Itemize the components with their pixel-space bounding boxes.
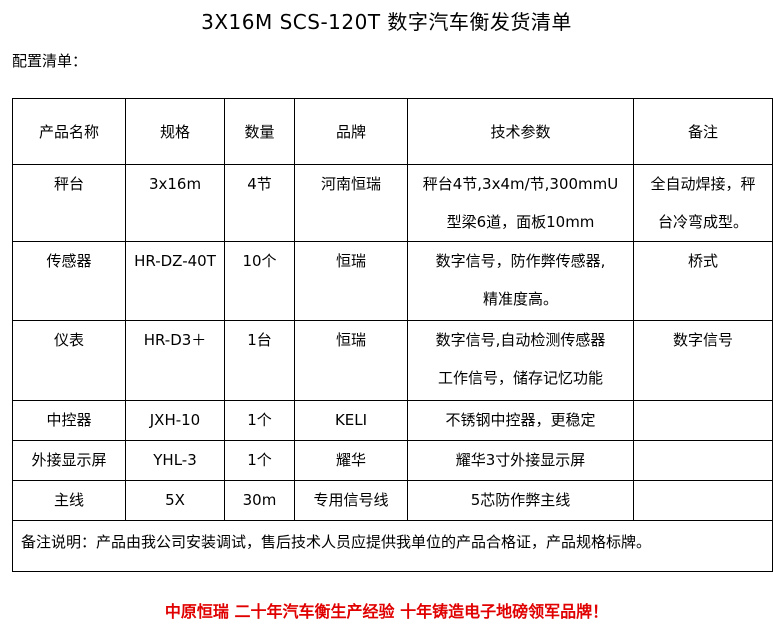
shipping-list-table: 产品名称 规格 数量 品牌 技术参数 备注 秤台 3x16m 4节 河南恒瑞 秤… (12, 98, 773, 572)
params-line: 秤台4节,3x4m/节,300mmU (422, 175, 619, 193)
spec-cell: JXH-10 (125, 400, 225, 441)
table-header-row: 产品名称 规格 数量 品牌 技术参数 备注 (12, 98, 773, 165)
brand-cell: KELI (294, 400, 408, 441)
params-cell: 5芯防作弊主线 (407, 480, 634, 521)
params-cell: 不锈钢中控器，更稳定 (407, 400, 634, 441)
table-row: 外接显示屏 YHL-3 1个 耀华 耀华3寸外接显示屏 (12, 440, 773, 481)
spec-cell: HR-DZ-40T (125, 241, 225, 321)
config-list-label: 配置清单： (12, 52, 88, 70)
qty-cell: 1台 (224, 320, 295, 401)
name-cell: 秤台 (12, 164, 126, 242)
remark-cell: 桥式 (633, 241, 773, 321)
header-cell: 产品名称 (12, 98, 126, 165)
name-cell: 中控器 (12, 400, 126, 441)
spec-cell: 5X (125, 480, 225, 521)
remark-cell (633, 400, 773, 441)
remark-line: 全自动焊接，秤 (650, 175, 756, 193)
remark-cell (633, 440, 773, 481)
header-cell: 品牌 (294, 98, 408, 165)
brand-cell: 河南恒瑞 (294, 164, 408, 242)
table-row: 主线 5X 30m 专用信号线 5芯防作弊主线 (12, 480, 773, 521)
name-cell: 外接显示屏 (12, 440, 126, 481)
spec-cell: HR-D3＋ (125, 320, 225, 401)
spec-cell: 3x16m (125, 164, 225, 242)
name-cell: 主线 (12, 480, 126, 521)
note-text: 备注说明：产品由我公司安装调试，售后技术人员应提供我单位的产品合格证，产品规格标… (12, 520, 773, 572)
table-row: 中控器 JXH-10 1个 KELI 不锈钢中控器，更稳定 (12, 400, 773, 441)
table-row: 秤台 3x16m 4节 河南恒瑞 秤台4节,3x4m/节,300mmU 型梁6道，… (12, 164, 773, 242)
params-line: 型梁6道，面板10mm (446, 213, 595, 231)
name-cell: 传感器 (12, 241, 126, 321)
document-title: 3X16M SCS-120T 数字汽车衡发货清单 (201, 10, 572, 34)
params-line: 数字信号,自动检测传感器 (435, 331, 606, 349)
params-cell: 数字信号，防作弊传感器, 精准度高。 (407, 241, 634, 321)
remark-line: 台冷弯成型。 (657, 213, 748, 231)
params-cell: 耀华3寸外接显示屏 (407, 440, 634, 481)
params-line: 工作信号，储存记忆功能 (437, 369, 603, 387)
header-cell: 备注 (633, 98, 773, 165)
remark-cell: 数字信号 (633, 320, 773, 401)
remark-cell: 全自动焊接，秤 台冷弯成型。 (633, 164, 773, 242)
params-line: 数字信号，防作弊传感器, (435, 252, 606, 270)
brand-cell: 恒瑞 (294, 320, 408, 401)
header-cell: 技术参数 (407, 98, 634, 165)
params-cell: 数字信号,自动检测传感器 工作信号，储存记忆功能 (407, 320, 634, 401)
qty-cell: 4节 (224, 164, 295, 242)
remark-cell (633, 480, 773, 521)
slogan: 中原恒瑞 二十年汽车衡生产经验 十年铸造电子地磅领军品牌！ (164, 602, 609, 621)
qty-cell: 10个 (224, 241, 295, 321)
table-row: 仪表 HR-D3＋ 1台 恒瑞 数字信号,自动检测传感器 工作信号，储存记忆功能 … (12, 320, 773, 401)
qty-cell: 30m (224, 480, 295, 521)
name-cell: 仪表 (12, 320, 126, 401)
qty-cell: 1个 (224, 400, 295, 441)
header-cell: 规格 (125, 98, 225, 165)
table-row: 传感器 HR-DZ-40T 10个 恒瑞 数字信号，防作弊传感器, 精准度高。 桥… (12, 241, 773, 321)
brand-cell: 耀华 (294, 440, 408, 481)
params-cell: 秤台4节,3x4m/节,300mmU 型梁6道，面板10mm (407, 164, 634, 242)
brand-cell: 恒瑞 (294, 241, 408, 321)
header-cell: 数量 (224, 98, 295, 165)
params-line: 精准度高。 (482, 290, 558, 308)
spec-cell: YHL-3 (125, 440, 225, 481)
note-row: 备注说明：产品由我公司安装调试，售后技术人员应提供我单位的产品合格证，产品规格标… (12, 520, 773, 572)
qty-cell: 1个 (224, 440, 295, 481)
brand-cell: 专用信号线 (294, 480, 408, 521)
